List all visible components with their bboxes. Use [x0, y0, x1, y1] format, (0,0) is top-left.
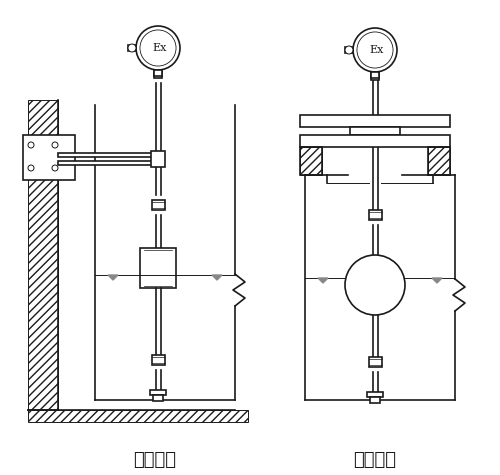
Text: Ex: Ex: [153, 43, 167, 53]
Circle shape: [357, 32, 393, 68]
Bar: [152, 355, 164, 365]
Text: 法兰固定: 法兰固定: [354, 451, 397, 469]
Bar: [28, 100, 58, 410]
Bar: [140, 248, 176, 288]
Bar: [300, 147, 322, 175]
Bar: [428, 147, 450, 175]
Circle shape: [52, 165, 58, 171]
Bar: [428, 147, 450, 175]
Bar: [371, 72, 379, 78]
Circle shape: [136, 26, 180, 70]
Polygon shape: [318, 278, 328, 283]
Bar: [371, 72, 379, 80]
Bar: [300, 147, 322, 175]
Bar: [345, 47, 353, 53]
Bar: [23, 135, 75, 180]
Bar: [150, 390, 166, 395]
Text: Ex: Ex: [370, 45, 384, 55]
Bar: [151, 151, 165, 167]
Text: 架装固定: 架装固定: [134, 451, 176, 469]
Bar: [152, 200, 164, 210]
Circle shape: [28, 142, 34, 148]
Bar: [58, 153, 164, 157]
Circle shape: [345, 46, 353, 54]
Polygon shape: [108, 275, 118, 280]
Bar: [153, 395, 163, 401]
Bar: [154, 70, 162, 76]
Bar: [367, 119, 383, 143]
Circle shape: [345, 255, 405, 315]
Circle shape: [52, 142, 58, 148]
Circle shape: [140, 30, 176, 66]
Bar: [28, 410, 248, 422]
Bar: [368, 357, 382, 367]
Polygon shape: [432, 278, 442, 283]
Bar: [367, 392, 383, 397]
Bar: [58, 161, 164, 165]
Circle shape: [353, 28, 397, 72]
Bar: [368, 210, 382, 220]
Bar: [128, 45, 136, 51]
Bar: [154, 70, 162, 78]
Bar: [300, 135, 450, 147]
Bar: [350, 127, 400, 135]
Bar: [300, 115, 450, 127]
Circle shape: [28, 165, 34, 171]
Circle shape: [128, 44, 136, 52]
Polygon shape: [212, 275, 222, 280]
Bar: [370, 397, 380, 403]
